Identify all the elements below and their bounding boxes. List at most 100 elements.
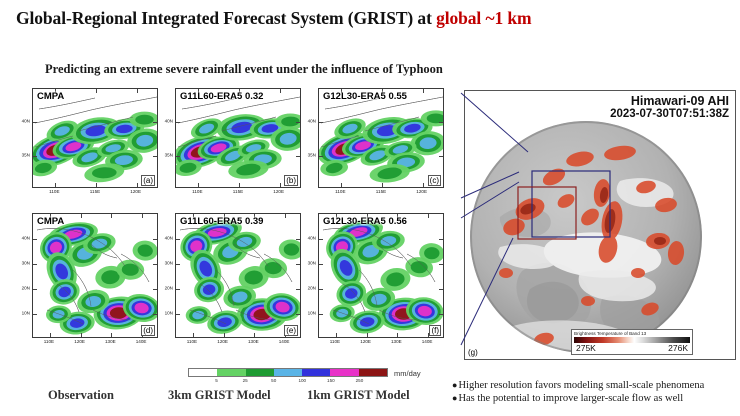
precip-field-f [322, 219, 443, 334]
x-tickmark [428, 214, 430, 218]
x-axis-tick-130E: 130E [247, 339, 259, 344]
colorbar-tick-50: 50 [271, 378, 277, 383]
y-tickmark [153, 122, 157, 124]
x-axis-tick-120E: 120E [273, 189, 285, 194]
x-tickmark [397, 214, 399, 218]
precip-field-c [319, 96, 443, 183]
y-tickmark [33, 239, 37, 240]
y-axis-tick-40N: 40N [307, 235, 316, 241]
satellite-colorbar-labels: 275K 276K [574, 343, 690, 353]
map-title-b: G11L60-ERA5 0.32 [180, 91, 264, 102]
colorbar-tick-250: 250 [355, 378, 364, 383]
x-tickmark [192, 214, 194, 218]
satellite-timestamp: 2023-07-30T07:51:38Z [610, 108, 729, 120]
x-tickmark [422, 89, 424, 93]
x-tickmark [279, 183, 281, 187]
x-tickmark [335, 214, 337, 218]
y-tickmark [296, 155, 300, 157]
panel-tag-d: (d) [141, 325, 155, 336]
precipitation-colorbar-units: mm/day [394, 369, 421, 378]
y-tickmark [439, 314, 443, 315]
satellite-panel: Himawari-09 AHI 2023-07-30T07:51:38Z (g)… [464, 90, 736, 360]
precip-field-a [33, 96, 157, 183]
satellite-colorbar-min: 275K [576, 343, 596, 353]
map-plot-area-b: G11L60-ERA5 0.32 (b) [175, 88, 301, 188]
y-tickmark [176, 289, 180, 290]
x-tickmark [49, 214, 51, 218]
x-tickmark [382, 89, 383, 93]
y-axis-tick-35N: 35N [307, 152, 316, 158]
x-axis-tick-120E: 120E [416, 189, 428, 194]
y-tickmark [153, 289, 157, 290]
y-axis-tick-10N: 10N [307, 310, 316, 316]
page-title: Global-Regional Integrated Forecast Syst… [16, 8, 532, 29]
y-tickmark [153, 155, 157, 157]
y-tickmark [153, 239, 157, 240]
x-tickmark [198, 89, 200, 93]
satellite-colorbar-title: Brightness Temperature of Band 13 [574, 331, 647, 336]
y-tickmark [439, 239, 443, 240]
y-tickmark [439, 264, 443, 265]
y-tickmark [153, 264, 157, 265]
x-axis-tick-130E: 130E [104, 339, 116, 344]
x-tickmark [279, 89, 281, 93]
y-axis-tick-20N: 20N [21, 285, 30, 291]
x-tickmark [96, 89, 97, 93]
x-axis-tick-140E: 140E [135, 339, 147, 344]
y-tickmark [319, 122, 323, 124]
y-axis-tick-20N: 20N [307, 285, 316, 291]
y-tickmark [176, 155, 180, 157]
y-tickmark [33, 155, 37, 157]
colorbar-segment-3 [273, 369, 303, 376]
x-tickmark [96, 183, 97, 187]
colorbar-tick-150: 150 [327, 378, 335, 383]
caption-observation: Observation [48, 388, 114, 402]
y-tickmark [296, 264, 300, 265]
x-axis-tick-115E: 115E [232, 189, 244, 194]
panel-tag-f: (f) [429, 325, 441, 336]
bullet-item: ●Higher resolution favors modeling small… [452, 379, 704, 392]
y-tickmark [33, 289, 37, 290]
y-tickmark [176, 314, 180, 315]
y-tickmark [33, 122, 37, 124]
bullet-dot-icon: ● [452, 393, 458, 403]
map-title-e: G11L60-ERA5 0.39 [180, 216, 264, 227]
x-tickmark [254, 214, 256, 218]
x-axis-tick-115E: 115E [375, 189, 387, 194]
x-tickmark [335, 333, 337, 337]
y-tickmark [296, 314, 300, 315]
y-tickmark [319, 264, 323, 265]
x-tickmark [223, 214, 225, 218]
y-tickmark [176, 122, 180, 124]
y-axis-tick-40N: 40N [21, 118, 30, 124]
x-tickmark [366, 214, 368, 218]
x-tickmark [55, 89, 57, 93]
colorbar-tick-100: 100 [298, 378, 307, 383]
x-tickmark [80, 333, 82, 337]
precip-field-b [176, 96, 300, 179]
roi-box-large [531, 170, 611, 238]
map-title-d: CMPA [37, 216, 65, 227]
x-tickmark [136, 89, 138, 93]
x-tickmark [223, 333, 225, 337]
y-axis-tick-35N: 35N [21, 152, 30, 158]
x-tickmark [366, 333, 368, 337]
x-axis-tick-110E: 110E [49, 189, 60, 194]
x-tickmark [397, 333, 399, 337]
y-tickmark [439, 155, 443, 157]
x-tickmark [55, 183, 57, 187]
map-plot-area-a: CMPA (a) [32, 88, 158, 188]
satellite-colorbar: Brightness Temperature of Band 13 275K 2… [571, 329, 693, 355]
y-axis-tick-40N: 40N [21, 235, 30, 241]
y-axis-tick-30N: 30N [164, 260, 173, 266]
y-axis-tick-40N: 40N [307, 118, 316, 124]
x-tickmark [111, 333, 113, 337]
colorbar-segment-1 [217, 369, 246, 376]
x-axis-tick-110E: 110E [335, 189, 346, 194]
x-tickmark [111, 214, 113, 218]
x-tickmark [142, 214, 144, 218]
page-subtitle: Predicting an extreme severe rainfall ev… [45, 62, 443, 76]
panel-tag-c: (c) [427, 175, 441, 186]
y-tickmark [176, 264, 180, 265]
map-plot-area-d: CMPA (d) [32, 213, 158, 338]
